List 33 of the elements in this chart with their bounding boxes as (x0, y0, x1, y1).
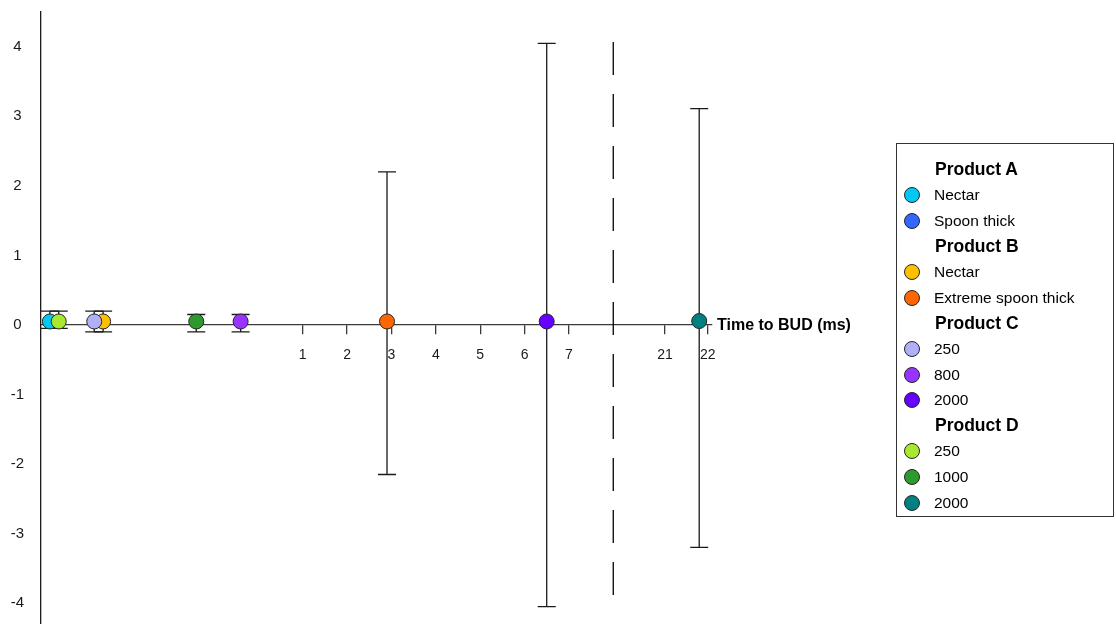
x-tick-label: 22 (699, 345, 716, 362)
y-tick-label: -4 (10, 593, 24, 611)
legend-label: 1000 (934, 467, 969, 486)
y-tick-label: -2 (10, 454, 24, 472)
text: Product D (934, 413, 1020, 437)
x-tick-label: 5 (476, 346, 485, 363)
y-tick-label: -3 (10, 523, 24, 541)
x-axis-title: Time to BUD (ms) (717, 315, 851, 333)
legend-label: 2000 (934, 493, 969, 512)
y-tick-label: -1 (10, 384, 24, 402)
text: Product B (934, 234, 1020, 258)
legend-label: 250 (934, 339, 960, 358)
x-tick-label: 7 (565, 346, 573, 363)
legend-label: Nectar (934, 263, 980, 282)
y-tick-label: 1 (13, 245, 22, 263)
x-tick-label: 21 (657, 345, 674, 362)
y-tick-label: 0 (13, 315, 22, 333)
legend-label: 2000 (934, 391, 969, 410)
x-tick-label: 4 (431, 346, 440, 363)
y-tick-label: 4 (13, 36, 22, 54)
y-tick-label: 2 (13, 176, 22, 193)
text: Product C (934, 311, 1020, 335)
x-tick-label: 1 (298, 346, 307, 363)
x-tick-label: 6 (520, 346, 529, 363)
legend-label: Nectar (934, 186, 980, 205)
legend-label: Extreme spoon thick (934, 288, 1075, 307)
x-tick-label: 2 (343, 346, 352, 363)
text: Product A (934, 158, 1019, 181)
x-tick-label: 3 (387, 346, 396, 363)
legend-label: Spoon thick (934, 211, 1015, 230)
legend-label: 800 (934, 365, 960, 384)
legend-label: 250 (934, 442, 960, 461)
y-tick-label: 3 (13, 106, 22, 124)
